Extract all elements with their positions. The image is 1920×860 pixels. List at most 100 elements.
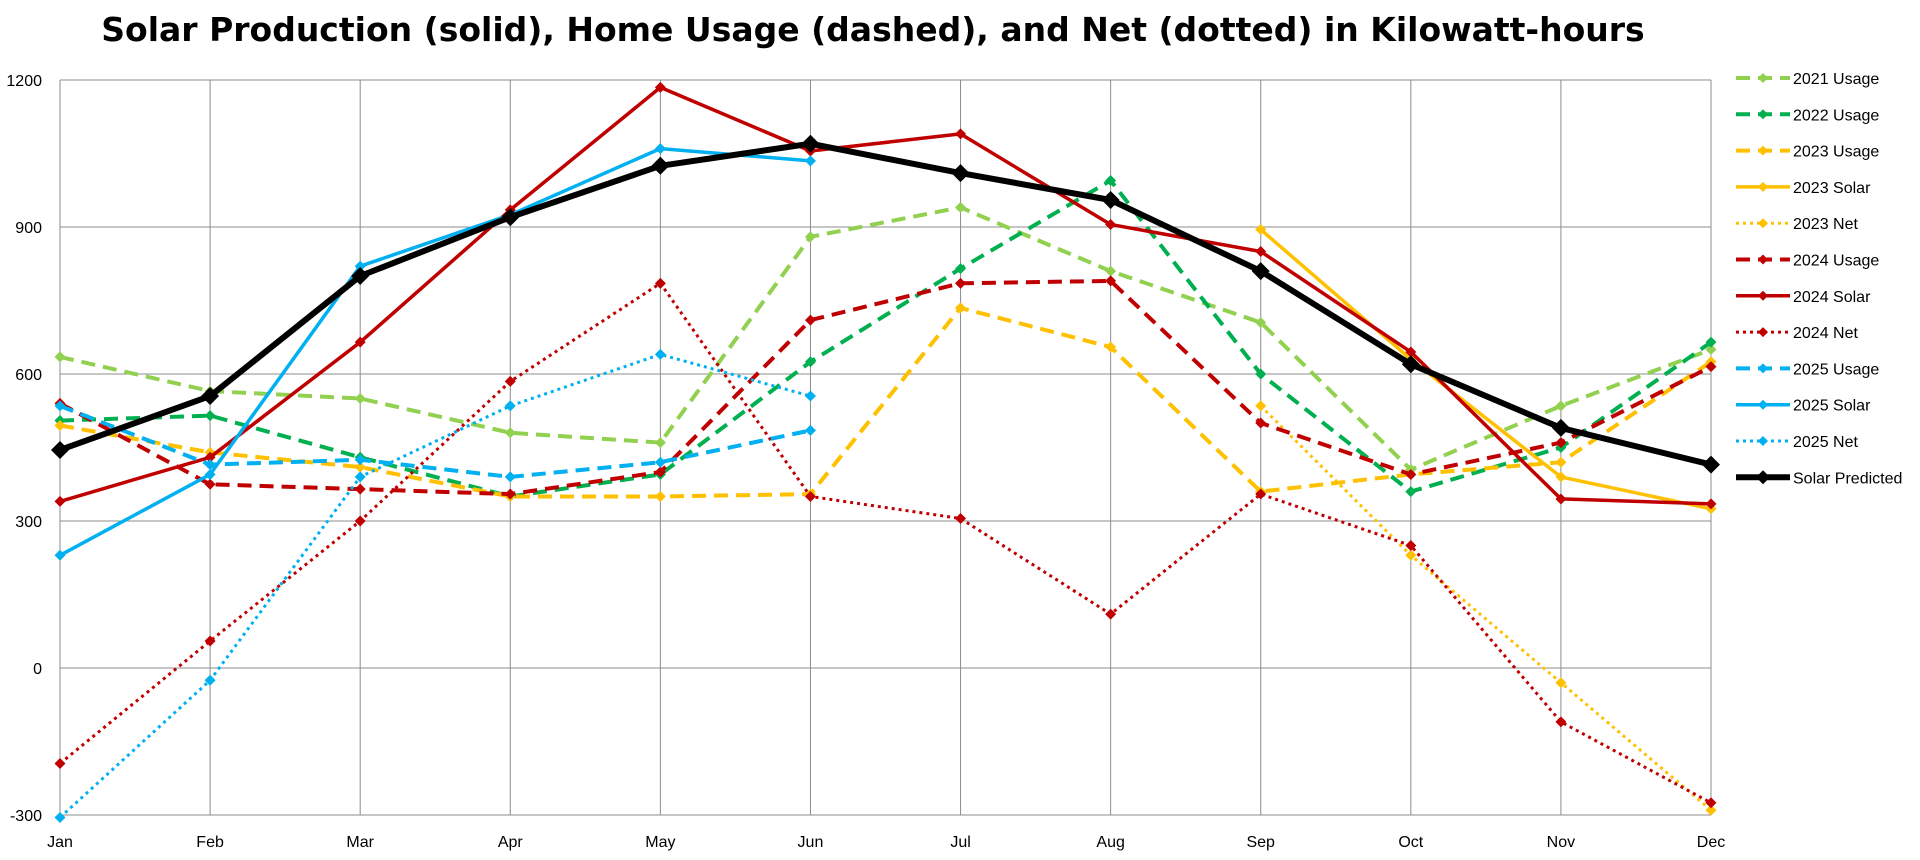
data-point	[504, 427, 516, 439]
data-point	[1105, 608, 1117, 620]
data-point	[1405, 468, 1417, 480]
legend-item: 2025 Net	[1736, 434, 1858, 451]
data-point	[1551, 418, 1570, 437]
data-point	[1705, 498, 1717, 510]
legend-label: 2025 Net	[1793, 434, 1858, 451]
legend-marker	[1758, 254, 1768, 265]
data-point	[54, 400, 66, 412]
legend-item: 2023 Net	[1736, 216, 1858, 233]
data-point	[1255, 368, 1267, 380]
series-8	[54, 400, 816, 483]
data-point	[1405, 549, 1417, 561]
data-point	[54, 549, 66, 561]
data-point	[1105, 341, 1117, 353]
legend-marker	[1758, 327, 1768, 338]
series-3	[1255, 223, 1717, 515]
data-point	[1105, 265, 1117, 277]
data-point	[955, 277, 967, 289]
legend-label: 2024 Solar	[1793, 289, 1871, 306]
data-point	[1705, 797, 1717, 809]
legend-label: 2025 Solar	[1793, 398, 1871, 415]
legend-item: Solar Predicted	[1736, 470, 1902, 487]
legend-label: 2023 Solar	[1793, 180, 1871, 197]
legend-item: 2023 Usage	[1736, 144, 1879, 161]
legend-label: 2021 Usage	[1793, 71, 1879, 88]
data-point	[204, 468, 216, 480]
data-point	[1705, 361, 1717, 373]
x-tick-label: Oct	[1398, 834, 1423, 851]
chart-title: Solar Production (solid), Home Usage (da…	[101, 10, 1645, 49]
data-point	[204, 635, 216, 647]
data-point	[1702, 455, 1720, 474]
y-tick-label: 600	[15, 367, 42, 384]
data-point	[1255, 417, 1267, 429]
data-point	[1405, 346, 1417, 358]
x-tick-label: May	[645, 834, 675, 851]
x-tick-label: Nov	[1547, 834, 1575, 851]
data-point	[1555, 400, 1567, 412]
data-point	[804, 491, 816, 502]
data-point	[804, 390, 816, 402]
y-axis-ticks: -300 0 300 600 900 1200	[6, 73, 42, 825]
x-tick-label: Sep	[1246, 834, 1275, 851]
data-point	[204, 459, 216, 471]
data-point	[1255, 488, 1267, 500]
data-point	[804, 231, 816, 243]
data-point	[54, 351, 66, 363]
data-point	[1705, 804, 1717, 816]
legend-label: 2023 Usage	[1793, 144, 1879, 161]
data-point	[1405, 486, 1417, 498]
data-point	[1101, 191, 1120, 210]
x-tick-label: Aug	[1096, 834, 1124, 851]
legend-label: Solar Predicted	[1793, 470, 1902, 487]
series-7	[54, 277, 1717, 809]
legend-item: 2023 Solar	[1736, 180, 1871, 197]
legend-label: 2025 Usage	[1793, 361, 1879, 378]
legend-marker	[1758, 399, 1768, 410]
data-point	[1255, 223, 1267, 235]
data-point	[804, 155, 816, 167]
data-point	[804, 424, 816, 436]
legend-marker	[1758, 73, 1768, 83]
data-point	[654, 81, 666, 93]
data-point	[1705, 336, 1717, 348]
series-line	[58, 352, 811, 819]
data-point	[354, 454, 366, 466]
data-point	[54, 758, 66, 770]
data-point	[201, 387, 220, 406]
series-line	[59, 205, 1712, 472]
legend-item: 2025 Solar	[1736, 398, 1871, 415]
data-point	[654, 277, 666, 289]
data-point	[1105, 275, 1117, 287]
data-point	[654, 143, 666, 155]
data-point	[1555, 677, 1567, 689]
series-line	[1259, 228, 1712, 511]
data-point	[1105, 174, 1117, 186]
data-point	[51, 440, 69, 459]
data-point	[1251, 262, 1270, 281]
data-point	[54, 495, 66, 507]
series-9	[54, 143, 816, 561]
legend-item: 2025 Usage	[1736, 361, 1879, 378]
x-tick-label: Mar	[346, 834, 374, 851]
data-point	[804, 356, 816, 368]
series-1	[54, 174, 1717, 502]
series-line	[59, 146, 811, 557]
legend-item: 2022 Usage	[1736, 107, 1879, 124]
data-point	[354, 471, 366, 483]
data-point	[1555, 437, 1567, 449]
data-point	[1555, 456, 1567, 468]
data-point	[204, 451, 216, 463]
y-tick-label: 900	[15, 220, 42, 237]
series-5	[54, 275, 1717, 500]
legend-item: 2024 Net	[1736, 325, 1858, 342]
data-point	[354, 260, 366, 272]
data-point	[354, 515, 366, 527]
data-point	[1105, 219, 1117, 231]
data-point	[654, 491, 666, 502]
data-point	[801, 134, 820, 153]
data-point	[354, 461, 366, 473]
legend: 2021 Usage 2022 Usage 2023 Usage 2023 Solar…	[1736, 71, 1902, 487]
x-tick-label: Jan	[47, 834, 73, 851]
legend-marker	[1756, 470, 1770, 485]
